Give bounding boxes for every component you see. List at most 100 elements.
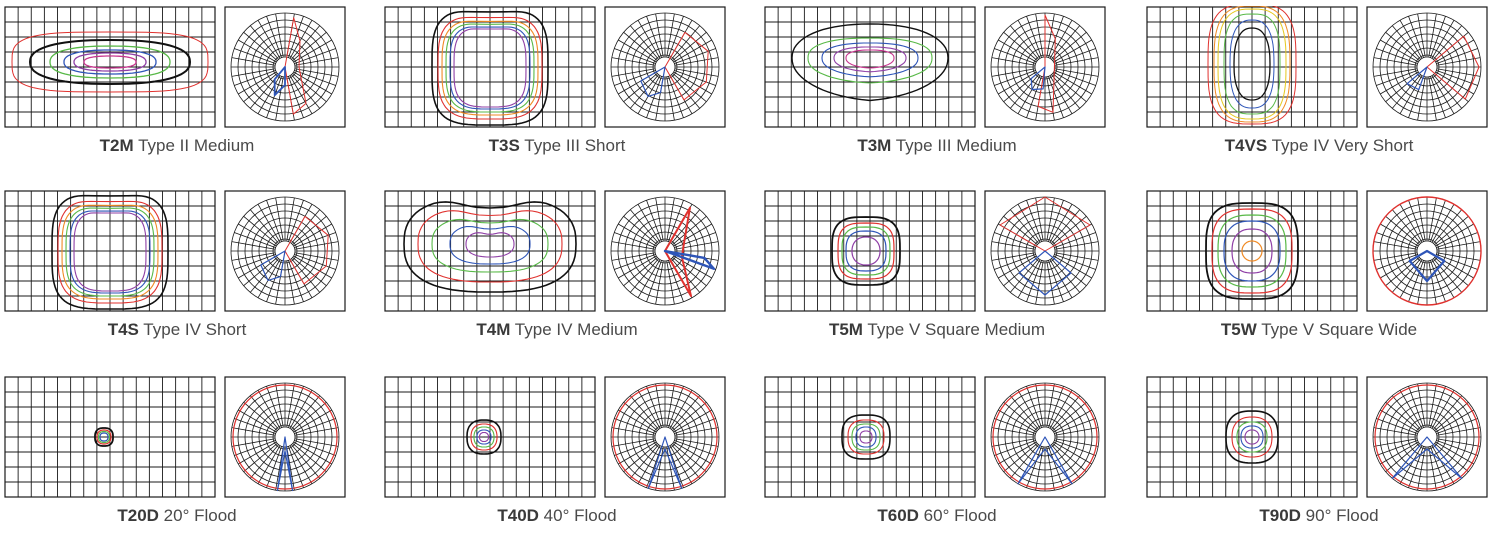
isofootcandle-contours [11,31,209,93]
polar-spoke [1046,383,1055,428]
candela-curves [1374,384,1480,490]
polar-spoke [1433,258,1463,293]
polar-spoke [286,446,295,491]
distribution-code: T90D [1259,506,1301,525]
polar-spoke [673,441,712,465]
polar-spoke [234,232,276,248]
polar-spoke [1399,259,1423,298]
polar-spoke [1052,401,1087,431]
distribution-caption: T3M Type III Medium [764,136,1110,156]
polar-spoke [1376,232,1418,248]
polar-spoke [994,418,1036,434]
candela-curve [1030,66,1046,91]
polar-spoke [1408,386,1424,428]
polar-spoke [672,31,707,61]
polar-spoke [1408,200,1424,242]
polar-spoke [1053,71,1092,95]
polar-spoke [1436,232,1478,248]
isofootcandle-plot [4,376,216,498]
polar-spoke [1430,260,1446,302]
polar-spoke [611,57,656,66]
isofootcandle-line [847,419,885,455]
polar-spoke [294,57,339,66]
polar-spoke [1436,70,1478,86]
distribution-card: T5W Type V Square Wide [1146,190,1494,360]
polar-candela-plot [604,6,726,128]
polar-spoke [257,75,281,114]
polar-spoke [611,68,656,77]
polar-spoke [668,386,684,428]
polar-spoke [231,252,276,261]
polar-spoke [646,386,662,428]
polar-spoke [1373,241,1418,250]
polar-spoke [614,48,656,64]
polar-spoke [618,39,657,63]
candela-curve [284,17,307,115]
polar-spoke [1417,197,1426,242]
polar-spoke [1428,260,1437,305]
candela-curve [999,196,1091,252]
polar-spoke [1017,259,1041,298]
isofootcandle-line [431,10,549,126]
polar-spoke [1430,16,1446,58]
grid-lines [1147,377,1357,497]
polar-spoke [991,57,1036,66]
isofootcandle-line [465,232,515,258]
distribution-code: T5W [1220,320,1257,339]
polar-spoke [1399,75,1423,114]
polar-spoke [1380,441,1419,465]
polar-spoke [618,223,657,247]
polar-spoke [238,71,277,95]
isofootcandle-line [69,210,151,294]
polar-spoke [1385,443,1420,473]
polar-spoke [1046,260,1055,305]
distribution-name: Type IV Very Short [1271,136,1414,155]
isofootcandle-line [403,201,577,293]
isofootcandle-line [1240,425,1264,449]
candela-curve [1037,14,1056,113]
polar-spoke [1435,409,1474,433]
polar-spoke [286,260,295,305]
polar-spoke [629,258,659,293]
isofootcandle-line [1229,19,1275,109]
polar-spoke [1003,443,1038,473]
distribution-code: T60D [877,506,919,525]
distribution-name: 20° Flood [163,506,237,525]
polar-spoke [286,197,295,242]
candela-curve [663,249,716,270]
polar-candela-plot [224,190,346,312]
polar-spoke [234,418,276,434]
distribution-caption: T4VS Type IV Very Short [1146,136,1492,156]
isofootcandle-plot [1146,190,1358,312]
polar-spoke [1435,441,1474,465]
polar-spoke [1373,57,1418,66]
polar-spoke [994,440,1036,456]
candela-curve [232,384,338,490]
isofootcandle-line [445,23,535,113]
candela-curves [640,31,709,101]
polar-candela-plot [224,6,346,128]
polar-spoke [674,68,719,77]
isofootcandle-line [470,423,498,451]
polar-spoke [291,395,321,430]
polar-spoke [1051,444,1081,479]
polar-spoke [1385,31,1420,61]
distribution-code: T3S [488,136,520,155]
polar-spoke [231,57,276,66]
polar-spoke [231,241,276,250]
isofootcandle-line [1244,429,1260,445]
polar-spoke [666,197,675,242]
polar-spoke [292,401,327,431]
polar-spoke [257,204,281,243]
isofootcandle-line [449,225,531,265]
polar-spoke [991,438,1036,447]
isofootcandle-line [841,414,891,460]
polar-spoke [1049,259,1073,298]
polar-spoke [673,255,712,279]
polar-spoke [1009,395,1039,430]
candela-curve [664,31,709,101]
polar-spoke [1048,386,1064,428]
isofootcandle-line [831,216,901,286]
polar-spoke [275,76,284,121]
polar-spoke [611,252,656,261]
